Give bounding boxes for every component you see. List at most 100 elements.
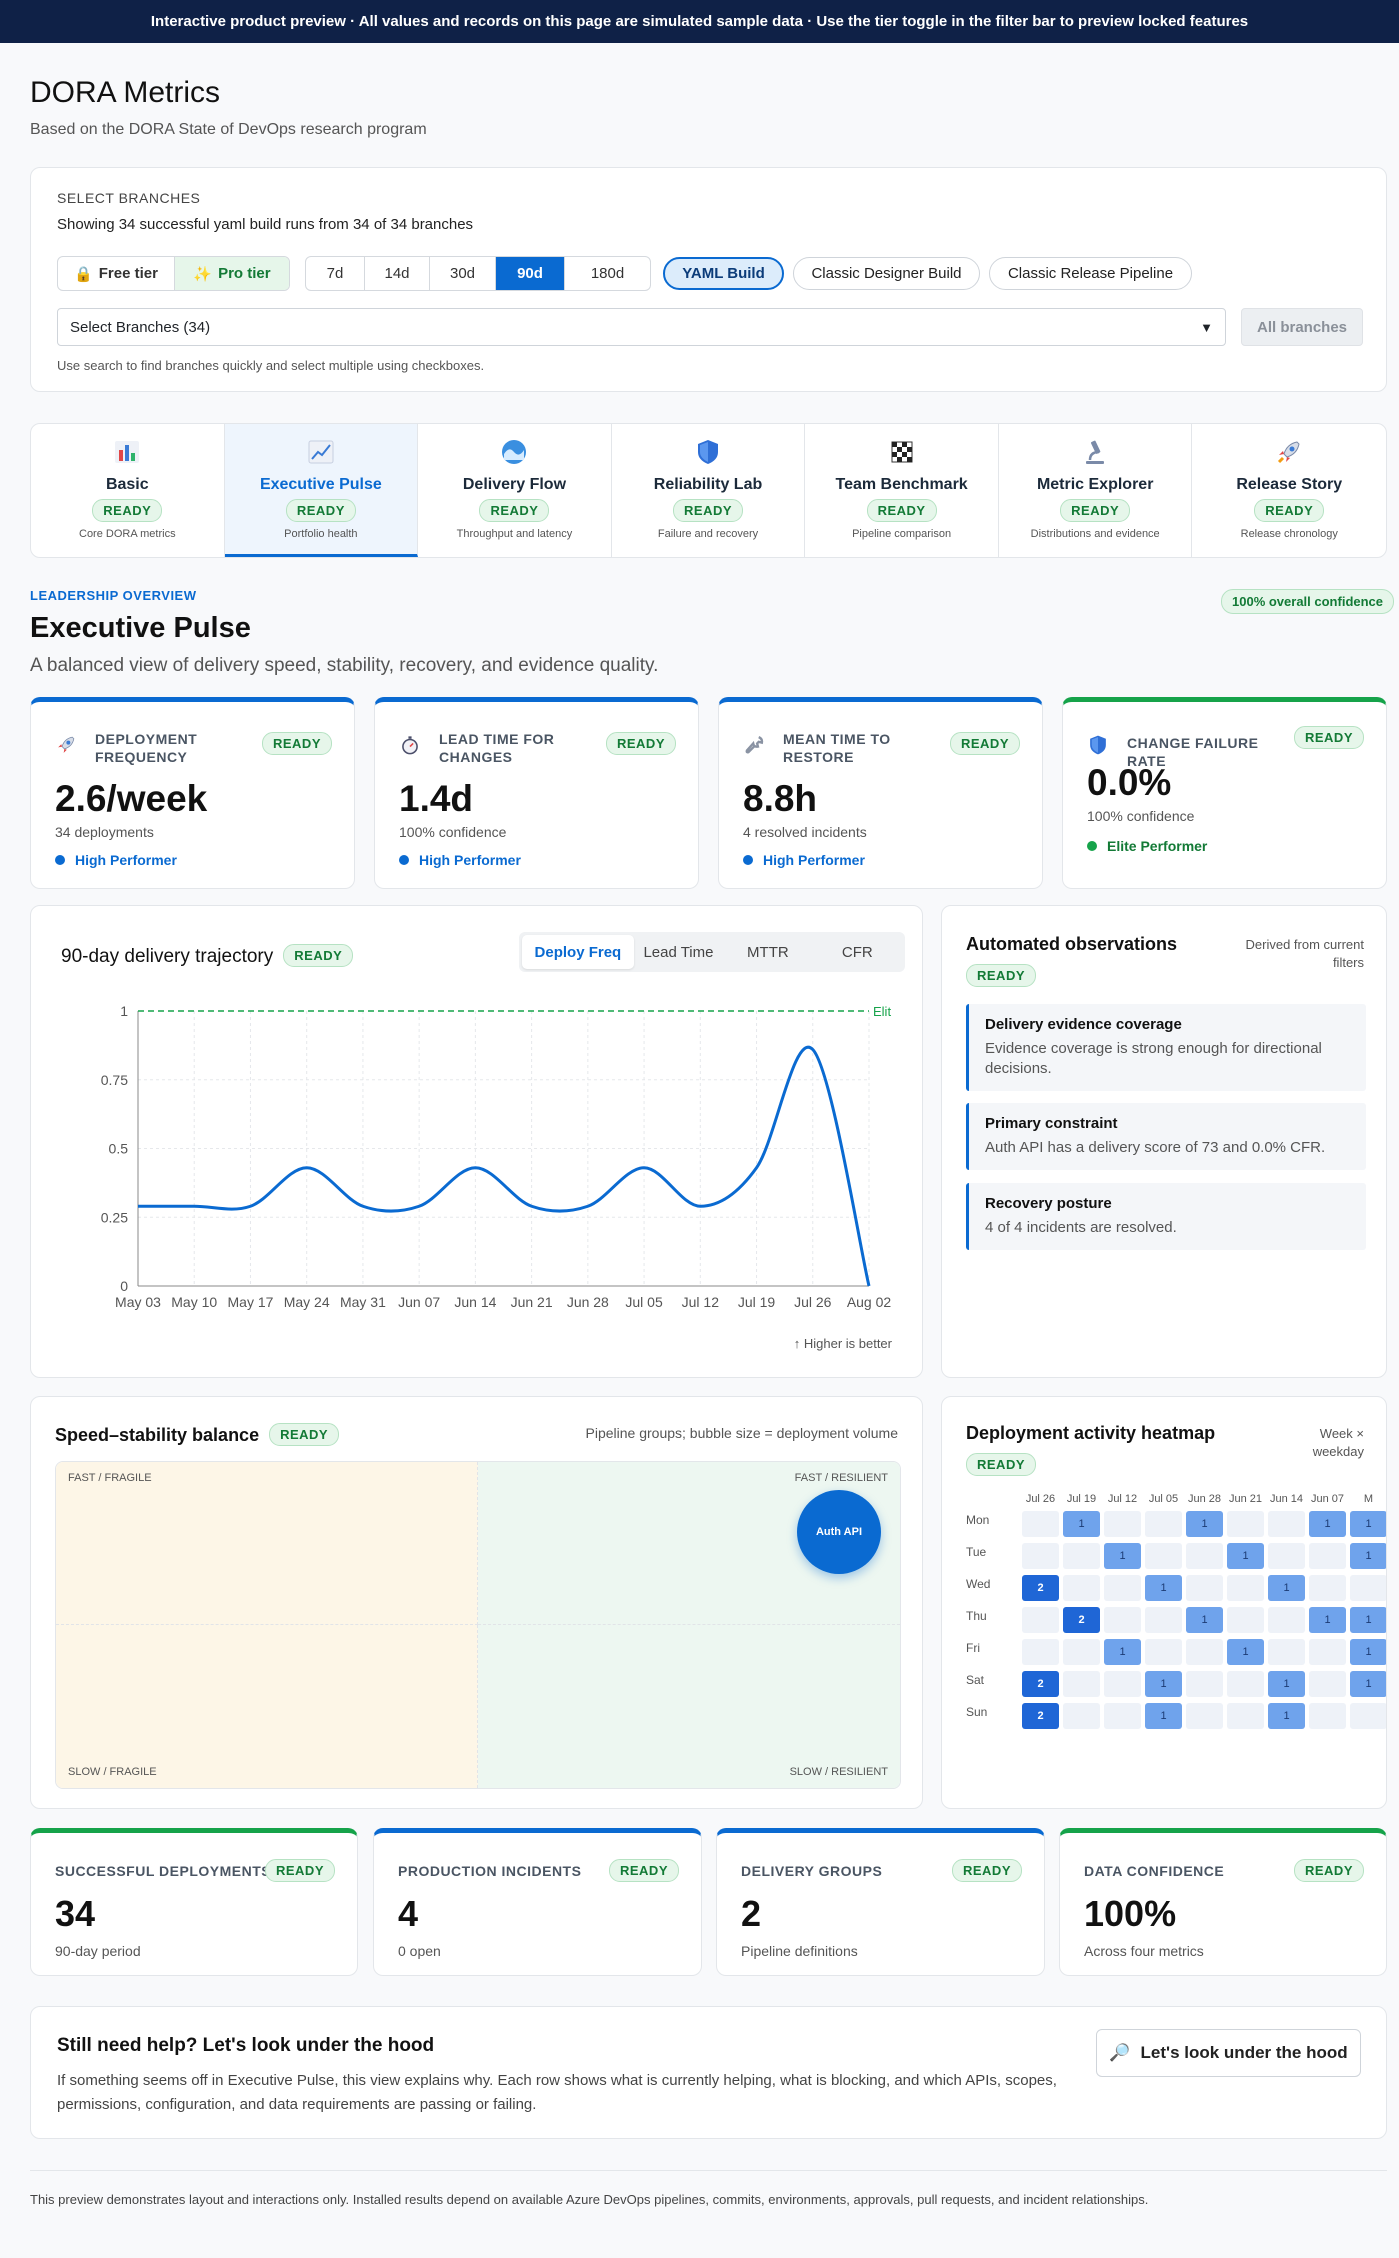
free-tier-button[interactable]: 🔒 Free tier (58, 257, 175, 290)
tab-team-benchmark[interactable]: Team Benchmark READY Pipeline comparison (805, 424, 999, 557)
heatmap-cell[interactable] (1104, 1511, 1141, 1537)
heatmap-cell[interactable] (1186, 1703, 1223, 1729)
heatmap-cell[interactable]: 1 (1350, 1607, 1386, 1633)
heatmap-cell[interactable] (1186, 1543, 1223, 1569)
heatmap-cell[interactable] (1104, 1671, 1141, 1697)
observation-item: Delivery evidence coverage Evidence cove… (966, 1004, 1366, 1091)
heatmap-cell[interactable] (1309, 1543, 1346, 1569)
heatmap-cell[interactable] (1309, 1671, 1346, 1697)
heatmap-cell[interactable]: 1 (1145, 1575, 1182, 1601)
pipeline-classic-release-button[interactable]: Classic Release Pipeline (989, 257, 1192, 290)
heatmap-cell[interactable]: 1 (1104, 1543, 1141, 1569)
heatmap-cell[interactable] (1063, 1703, 1100, 1729)
tab-metric-explorer[interactable]: Metric Explorer READY Distributions and … (999, 424, 1193, 557)
heatmap-cell[interactable]: 1 (1268, 1703, 1305, 1729)
heatmap-cell[interactable] (1227, 1703, 1264, 1729)
heatmap-cell[interactable]: 1 (1145, 1671, 1182, 1697)
heatmap-cell[interactable] (1022, 1639, 1059, 1665)
heatmap-cell[interactable] (1022, 1543, 1059, 1569)
heatmap-cell[interactable]: 2 (1022, 1671, 1059, 1697)
range-180d-button[interactable]: 180d (590, 265, 625, 282)
free-tier-label: Free tier (98, 265, 158, 282)
heatmap-cell[interactable] (1063, 1639, 1100, 1665)
heatmap-cell[interactable]: 1 (1227, 1543, 1264, 1569)
heatmap-cell[interactable]: 1 (1104, 1639, 1141, 1665)
heatmap-cell[interactable] (1022, 1607, 1059, 1633)
heatmap-cell[interactable] (1268, 1543, 1305, 1569)
heatmap-cell[interactable] (1063, 1671, 1100, 1697)
heatmap-cell[interactable] (1309, 1575, 1346, 1601)
heatmap-cell[interactable] (1063, 1575, 1100, 1601)
status-badge: READY (966, 964, 1037, 987)
heatmap-cell[interactable] (1186, 1575, 1223, 1601)
heatmap-cell[interactable] (1022, 1511, 1059, 1537)
tab-lead-time[interactable]: Lead Time (643, 943, 714, 961)
heatmap-cell[interactable] (1227, 1511, 1264, 1537)
heatmap-cell[interactable] (1104, 1607, 1141, 1633)
heatmap-cell[interactable] (1063, 1543, 1100, 1569)
heatmap-cell[interactable] (1145, 1543, 1182, 1569)
range-7d-button[interactable]: 7d (306, 257, 365, 290)
heatmap-cell[interactable]: 1 (1186, 1511, 1223, 1537)
tab-deploy-freq[interactable]: Deploy Freq (522, 935, 634, 969)
range-14d-button[interactable]: 14d (365, 257, 430, 290)
heatmap-cell[interactable]: 2 (1022, 1703, 1059, 1729)
heatmap-cell[interactable] (1350, 1575, 1386, 1601)
heatmap-cell[interactable] (1227, 1607, 1264, 1633)
look-under-hood-button[interactable]: 🔎 Let's look under the hood (1096, 2029, 1361, 2077)
heatmap-cell[interactable] (1309, 1639, 1346, 1665)
range-30d-button[interactable]: 30d (430, 257, 496, 290)
pipeline-yaml-build-button[interactable]: YAML Build (663, 257, 784, 290)
heatmap-cell[interactable] (1268, 1639, 1305, 1665)
heatmap-cell[interactable] (1268, 1607, 1305, 1633)
heatmap-cell[interactable]: 1 (1350, 1543, 1386, 1569)
heatmap-cell[interactable] (1104, 1575, 1141, 1601)
heatmap-cell[interactable]: 1 (1309, 1607, 1346, 1633)
heatmap-cell[interactable] (1104, 1703, 1141, 1729)
heatmap-cell[interactable]: 1 (1350, 1671, 1386, 1697)
chart-title-text: 90-day delivery trajectory (61, 946, 274, 967)
tab-mttr[interactable]: MTTR (747, 943, 789, 961)
heatmap-cell[interactable] (1186, 1671, 1223, 1697)
heatmap-cell[interactable] (1268, 1511, 1305, 1537)
heatmap-cell[interactable] (1186, 1639, 1223, 1665)
heatmap-cell[interactable] (1145, 1511, 1182, 1537)
heatmap-cell[interactable]: 2 (1063, 1607, 1100, 1633)
heatmap-cell[interactable]: 1 (1350, 1511, 1386, 1537)
heatmap-cell[interactable] (1350, 1703, 1386, 1729)
quadrant-fast-fragile: FAST / FRAGILE (56, 1462, 478, 1625)
footer-note: This preview demonstrates layout and int… (30, 2192, 1149, 2207)
status-badge: READY (479, 499, 550, 522)
branch-select-dropdown[interactable]: Select Branches (34) ▼ (57, 308, 1226, 346)
tab-reliability-lab[interactable]: Reliability Lab READY Failure and recove… (612, 424, 806, 557)
filter-panel: SELECT BRANCHES Showing 34 successful ya… (30, 167, 1387, 392)
heatmap-cell[interactable]: 1 (1309, 1511, 1346, 1537)
heatmap-cell[interactable] (1227, 1671, 1264, 1697)
heatmap-cell[interactable] (1145, 1639, 1182, 1665)
all-branches-button[interactable]: All branches (1241, 308, 1363, 346)
heatmap-cell[interactable] (1227, 1575, 1264, 1601)
reference-label: Elit (873, 1004, 891, 1019)
tab-executive-pulse[interactable]: Executive Pulse READY Portfolio health (224, 424, 419, 557)
pro-tier-button[interactable]: ✨ Pro tier (174, 257, 289, 290)
tab-release-story[interactable]: Release Story READY Release chronology (1192, 424, 1386, 557)
heatmap-cell[interactable]: 1 (1268, 1575, 1305, 1601)
heatmap-cell[interactable]: 1 (1063, 1511, 1100, 1537)
heatmap-cell[interactable]: 1 (1268, 1671, 1305, 1697)
kpi-value: 8.8h (743, 778, 818, 819)
tab-cfr[interactable]: CFR (841, 943, 873, 961)
tab-delivery-flow[interactable]: Delivery Flow READY Throughput and laten… (418, 424, 612, 557)
pipeline-classic-designer-button[interactable]: Classic Designer Build (793, 257, 980, 290)
tab-basic[interactable]: Basic READY Core DORA metrics (31, 424, 225, 557)
wrench-icon (743, 734, 765, 762)
heatmap-cell[interactable]: 1 (1186, 1607, 1223, 1633)
x-tick-label: May 03 (115, 1294, 161, 1310)
pipeline-bubble[interactable]: Auth API (797, 1490, 881, 1574)
heatmap-cell[interactable]: 1 (1350, 1639, 1386, 1665)
heatmap-cell[interactable]: 1 (1145, 1703, 1182, 1729)
heatmap-cell[interactable] (1309, 1703, 1346, 1729)
heatmap-cell[interactable]: 1 (1227, 1639, 1264, 1665)
heatmap-cell[interactable]: 2 (1022, 1575, 1059, 1601)
range-90d-button[interactable]: 90d (496, 257, 565, 290)
heatmap-cell[interactable] (1145, 1607, 1182, 1633)
